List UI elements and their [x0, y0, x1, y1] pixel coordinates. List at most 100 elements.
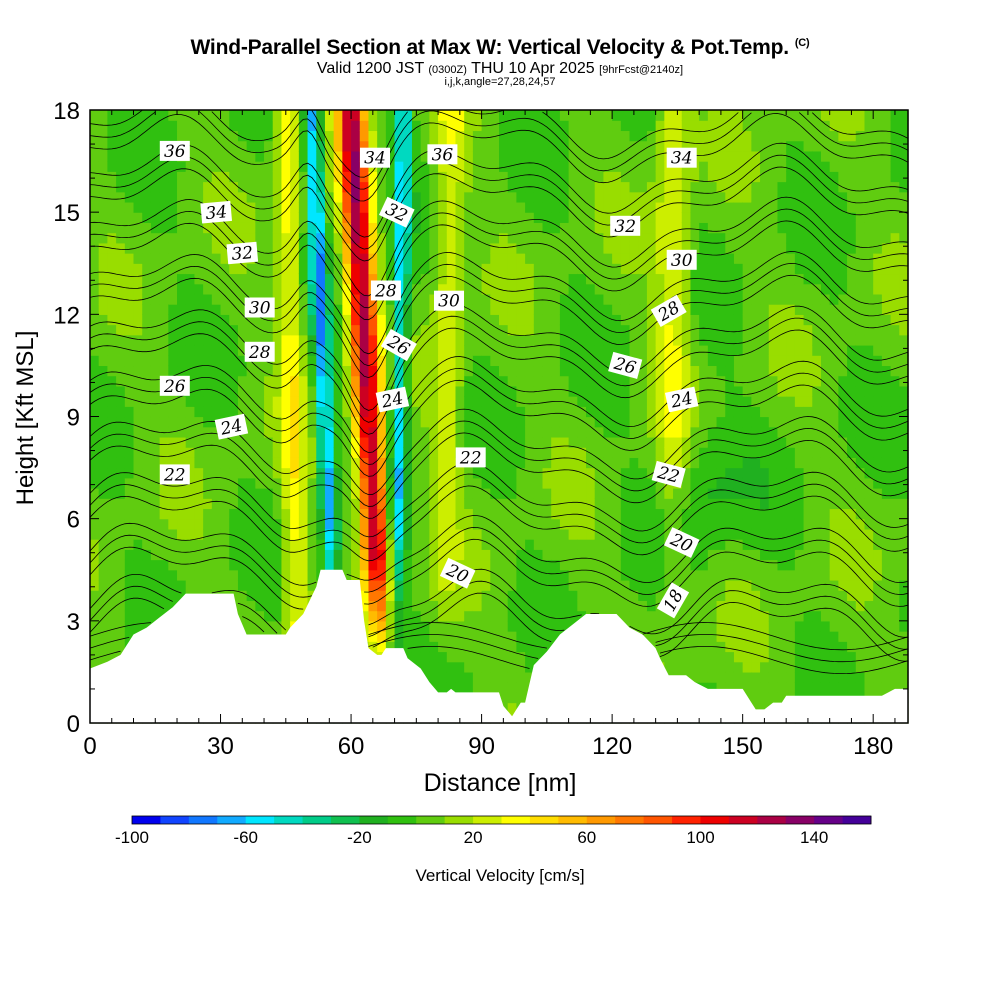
velocity-cell — [455, 334, 465, 346]
velocity-cell — [307, 222, 317, 234]
velocity-cell — [290, 385, 300, 397]
velocity-cell — [673, 518, 683, 530]
velocity-cell — [229, 579, 239, 591]
velocity-cell — [351, 355, 361, 367]
velocity-cell — [159, 110, 169, 121]
velocity-cell — [264, 447, 274, 458]
velocity-cell — [464, 682, 474, 693]
velocity-cell — [707, 232, 718, 244]
velocity-cell — [786, 171, 796, 183]
velocity-cell — [203, 447, 213, 458]
velocity-cell — [211, 355, 222, 367]
velocity-cell — [368, 549, 378, 561]
velocity-cell — [211, 365, 222, 377]
velocity-cell — [542, 396, 552, 407]
velocity-cell — [559, 273, 570, 285]
velocity-cell — [751, 528, 761, 540]
velocity-cell — [681, 232, 692, 244]
velocity-cell — [777, 631, 787, 642]
velocity-cell — [351, 304, 361, 315]
velocity-cell — [803, 682, 813, 693]
velocity-cell — [768, 416, 779, 428]
velocity-cell — [211, 426, 222, 438]
velocity-cell — [281, 447, 291, 458]
velocity-cell — [707, 181, 718, 193]
velocity-cell — [177, 130, 187, 142]
velocity-cell — [803, 457, 813, 469]
velocity-cell — [385, 110, 396, 121]
velocity-cell — [246, 539, 256, 550]
velocity-cell — [542, 263, 552, 275]
velocity-cell — [264, 528, 274, 540]
velocity-cell — [420, 283, 430, 295]
velocity-cell — [586, 488, 596, 499]
velocity-cell — [394, 232, 404, 244]
velocity-cell — [429, 651, 439, 663]
velocity-cell — [681, 344, 692, 356]
velocity-cell — [594, 467, 605, 479]
velocity-cell — [803, 181, 813, 193]
velocity-cell — [333, 508, 343, 520]
velocity-cell — [768, 477, 779, 489]
velocity-cell — [794, 314, 805, 326]
velocity-cell — [377, 416, 387, 428]
velocity-cell — [768, 671, 779, 683]
velocity-cell — [429, 212, 439, 223]
velocity-cell — [499, 365, 509, 377]
velocity-cell — [185, 120, 196, 132]
velocity-cell — [673, 406, 683, 418]
velocity-cell — [620, 150, 631, 162]
velocity-cell — [168, 559, 178, 571]
velocity-cell — [324, 518, 335, 530]
velocity-cell — [307, 385, 317, 397]
velocity-cell — [403, 406, 413, 418]
velocity-cell — [368, 539, 378, 550]
velocity-cell — [333, 457, 343, 469]
velocity-cell — [124, 488, 135, 499]
velocity-cell — [716, 467, 726, 479]
velocity-cell — [203, 396, 213, 407]
velocity-cell — [264, 477, 274, 489]
velocity-cell — [681, 365, 692, 377]
velocity-cell — [603, 590, 613, 601]
velocity-cell — [168, 253, 178, 264]
velocity-cell — [116, 436, 126, 448]
velocity-cell — [98, 191, 108, 203]
velocity-cell — [342, 559, 352, 571]
velocity-cell — [481, 498, 491, 510]
velocity-cell — [742, 549, 752, 561]
velocity-cell — [612, 590, 622, 601]
velocity-cell — [237, 191, 248, 203]
velocity-cell — [612, 324, 622, 336]
velocity-cell — [751, 692, 761, 704]
velocity-cell — [481, 324, 491, 336]
velocity-cell — [490, 477, 500, 489]
velocity-cell — [272, 375, 283, 387]
velocity-cell — [794, 416, 805, 428]
velocity-cell — [760, 334, 770, 346]
velocity-cell — [577, 140, 587, 152]
velocity-cell — [324, 426, 335, 438]
velocity-cell — [760, 385, 770, 397]
velocity-cell — [646, 426, 657, 438]
velocity-cell — [768, 518, 779, 530]
velocity-cell — [185, 539, 196, 550]
velocity-cell — [612, 416, 622, 428]
velocity-cell — [638, 416, 648, 428]
velocity-cell — [264, 457, 274, 469]
velocity-cell — [351, 447, 361, 458]
velocity-cell — [246, 263, 256, 275]
velocity-cell — [646, 467, 657, 479]
velocity-cell — [116, 293, 126, 305]
velocity-cell — [411, 600, 422, 612]
velocity-cell — [359, 314, 370, 326]
velocity-cell — [394, 171, 404, 183]
velocity-cell — [246, 528, 256, 540]
velocity-cell — [777, 620, 787, 632]
velocity-cell — [733, 631, 744, 642]
velocity-cell — [298, 130, 309, 142]
velocity-cell — [211, 518, 222, 530]
velocity-cell — [751, 416, 761, 428]
velocity-cell — [150, 273, 161, 285]
